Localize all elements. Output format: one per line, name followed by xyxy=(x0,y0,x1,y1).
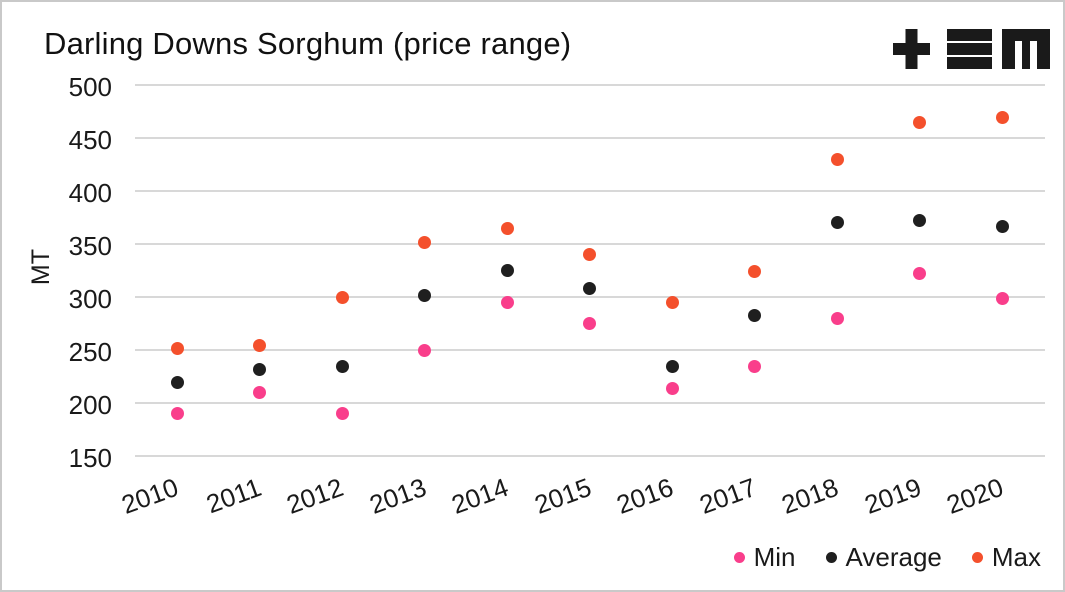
gridline xyxy=(135,402,1045,405)
dot-min-2017[interactable] xyxy=(748,359,761,373)
legend-dot-icon xyxy=(733,552,745,563)
x-tick-label: 2014 xyxy=(447,471,513,520)
dot-average-2014[interactable] xyxy=(500,264,514,278)
dot-max-2019[interactable] xyxy=(913,115,926,129)
y-tick-label: 150 xyxy=(68,443,112,474)
logo-bars-icon xyxy=(947,57,992,69)
legend-label: Average xyxy=(845,542,942,572)
x-tick-label: 2017 xyxy=(695,471,760,520)
x-tick-label: 2018 xyxy=(777,471,843,520)
dot-max-2016[interactable] xyxy=(665,295,679,309)
dot-max-2015[interactable] xyxy=(583,248,596,262)
dot-average-2018[interactable] xyxy=(830,216,844,230)
dot-average-2016[interactable] xyxy=(665,359,679,373)
y-tick-label: 500 xyxy=(68,72,112,102)
dot-average-2019[interactable] xyxy=(913,214,926,228)
dot-max-2018[interactable] xyxy=(830,152,844,166)
dot-min-2012[interactable] xyxy=(335,407,349,421)
dot-min-2013[interactable] xyxy=(418,343,431,357)
x-tick-label: 2012 xyxy=(282,471,348,520)
y-tick-label: 450 xyxy=(68,125,112,156)
dot-max-2013[interactable] xyxy=(418,235,431,249)
dot-average-2010[interactable] xyxy=(170,375,184,389)
dot-max-2017[interactable] xyxy=(748,265,761,279)
logo-bars-icon xyxy=(947,43,992,55)
dot-min-2018[interactable] xyxy=(830,311,844,325)
dot-min-2010[interactable] xyxy=(170,407,184,421)
x-tick-label: 2011 xyxy=(201,471,265,520)
legend-item-average[interactable]: Average xyxy=(825,542,942,573)
legend-dot-icon xyxy=(971,552,983,563)
gridline xyxy=(135,84,1045,86)
y-tick-label: 250 xyxy=(68,337,112,368)
dot-min-2016[interactable] xyxy=(665,381,679,395)
dot-max-2014[interactable] xyxy=(500,221,514,235)
legend-dot-icon xyxy=(825,552,837,563)
dot-max-2020[interactable] xyxy=(995,111,1009,125)
x-tick-label: 2013 xyxy=(365,471,430,520)
gridline xyxy=(135,137,1045,140)
legend-label: Max xyxy=(991,542,1041,572)
gridline xyxy=(135,455,1045,458)
dot-min-2020[interactable] xyxy=(995,291,1009,305)
dot-average-2012[interactable] xyxy=(335,359,349,373)
logo-plus-icon xyxy=(905,29,918,69)
dot-average-2020[interactable] xyxy=(995,219,1009,233)
legend-item-max[interactable]: Max xyxy=(971,542,1041,573)
y-tick-label: 200 xyxy=(68,390,112,421)
logo-m-icon xyxy=(1002,29,1050,69)
gridline xyxy=(135,296,1045,299)
x-tick-label: 2019 xyxy=(860,471,925,520)
dot-min-2011[interactable] xyxy=(253,386,266,400)
dot-max-2012[interactable] xyxy=(335,290,349,304)
dot-min-2014[interactable] xyxy=(500,295,514,309)
dot-min-2015[interactable] xyxy=(583,317,596,331)
dot-min-2019[interactable] xyxy=(913,267,926,281)
logo-bars-icon xyxy=(947,29,992,41)
gridline xyxy=(135,243,1045,246)
tem-logo xyxy=(893,29,1050,69)
legend: Min Average Max xyxy=(733,542,1041,573)
dot-average-2011[interactable] xyxy=(253,362,266,376)
dot-average-2017[interactable] xyxy=(748,308,761,322)
x-tick-label: 2015 xyxy=(530,471,595,520)
y-tick-label: 400 xyxy=(68,178,112,209)
legend-item-min[interactable]: Min xyxy=(733,542,796,573)
tem-logo-glyphs xyxy=(893,29,1050,69)
dot-max-2011[interactable] xyxy=(253,339,266,353)
dot-average-2013[interactable] xyxy=(418,288,431,302)
gridline xyxy=(135,190,1045,193)
y-tick-label: 350 xyxy=(68,231,112,262)
legend-label: Min xyxy=(753,542,796,572)
gridline xyxy=(135,349,1045,352)
chart-title: Darling Downs Sorghum (price range) xyxy=(44,26,572,61)
dot-max-2010[interactable] xyxy=(170,341,184,355)
y-tick-label: 300 xyxy=(68,284,112,315)
dot-average-2015[interactable] xyxy=(583,282,596,296)
x-tick-label: 2016 xyxy=(612,471,678,520)
x-tick-label: 2020 xyxy=(942,471,1008,520)
x-tick-label: 2010 xyxy=(117,471,183,520)
